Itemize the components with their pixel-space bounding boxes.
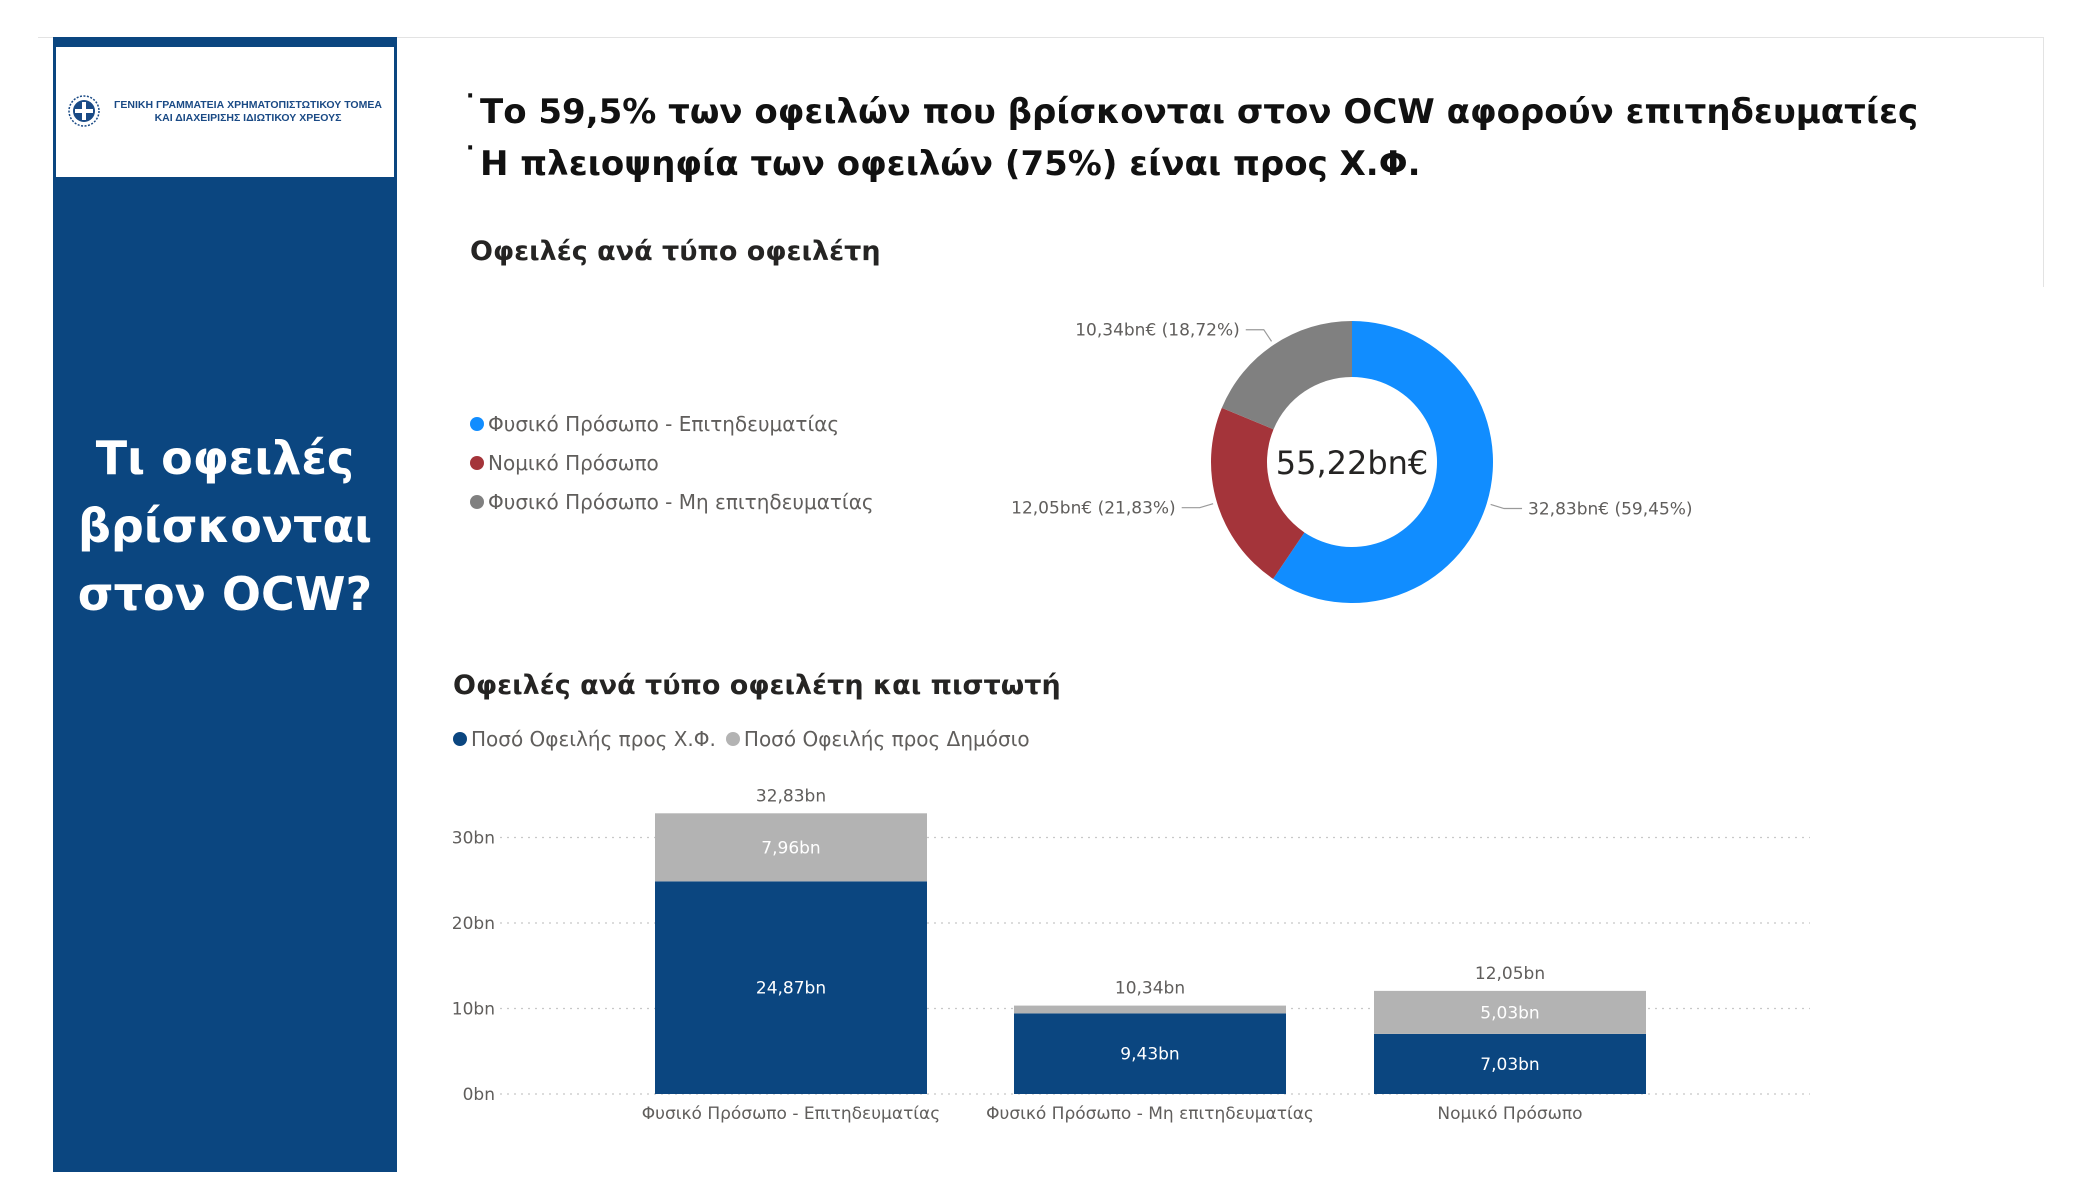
bar-segment (1374, 990, 1646, 1034)
donut-slice (1273, 321, 1493, 604)
logo-text: ΓΕΝΙΚΗ ΓΡΑΜΜΑΤΕΙΑ ΧΡΗΜΑΤΟΠΙΣΤΩΤΙΚΟΥ ΤΟΜΕ… (106, 99, 390, 125)
y-tick-label: 10bn (452, 1000, 495, 1020)
donut-chart: 32,83bn€ (59,45%) 12,05bn€ (21,83%) 10,34b… (1011, 321, 1693, 604)
logo-line-1: ΓΕΝΙΚΗ ΓΡΑΜΜΑΤΕΙΑ ΧΡΗΜΑΤΟΠΙΣΤΩΤΙΚΟΥ ΤΟΜΕ… (114, 99, 382, 111)
sidebar-title-line: Τι οφειλές (95, 431, 355, 485)
donut-data-label: 32,83bn€ (59,45%) (1528, 500, 1693, 520)
sidebar-panel (53, 37, 397, 1172)
y-tick-label: 30bn (452, 829, 495, 849)
bar-total-label: 32,83bn (756, 786, 826, 806)
bar-legend: Ποσό Οφειλής προς Χ.Φ. Ποσό Οφειλής προς … (453, 726, 1030, 752)
legend-swatch (470, 455, 484, 470)
bar-data-label: 7,96bn (761, 838, 820, 858)
bar-data-label: 24,87bn (756, 979, 826, 999)
donut-slice (1211, 407, 1305, 579)
bar-segment (1014, 1005, 1286, 1014)
legend-label: Ποσό Οφειλής προς Δημόσιο (743, 727, 1030, 751)
legend-label: Ποσό Οφειλής προς Χ.Φ. (471, 727, 716, 751)
bar-segment (1374, 1033, 1646, 1094)
donut-leader-line (1181, 503, 1214, 509)
donut-center-label: 55,22bn€ (1276, 444, 1429, 482)
legend-swatch (725, 731, 740, 746)
donut-data-label: 12,05bn€ (21,83%) (1011, 499, 1176, 519)
donut-chart-title: Οφειλές ανά τύπο οφειλέτη (470, 236, 881, 267)
donut-leader-line (1490, 503, 1523, 510)
sidebar-title: Τι οφειλές βρίσκονται στον OCW? (53, 424, 397, 628)
donut-slice (1221, 321, 1352, 430)
headline-text: Η πλειοψηφία των οφειλών (75%) είναι προ… (480, 144, 1421, 184)
greek-emblem-icon (68, 95, 100, 127)
donut-leader-line (1245, 329, 1273, 342)
bar-data-label: 9,43bn (1120, 1045, 1179, 1065)
legend-swatch (470, 416, 484, 431)
donut-legend-item[interactable]: Φυσικό Πρόσωπο - Επιτηδευματίας (470, 411, 839, 437)
legend-label: Φυσικό Πρόσωπο - Επιτηδευματίας (488, 412, 840, 436)
x-tick-label: Φυσικό Πρόσωπο - Επιτηδευματίας (642, 1104, 941, 1124)
bar-data-label: 5,03bn (1480, 1003, 1539, 1023)
bar-legend-item[interactable]: Ποσό Οφειλής προς Δημόσιο (725, 727, 1030, 751)
stacked-bar-chart: 0bn 10bn 20bn 30bn 24,87bn 7,96bn 32,83bn Φυσικ… (452, 786, 1810, 1124)
sidebar-title-line: στον OCW? (77, 567, 373, 621)
legend-label: Νομικό Πρόσωπο (488, 451, 659, 475)
report-frame (38, 37, 2044, 287)
logo: ΓΕΝΙΚΗ ΓΡΑΜΜΑΤΕΙΑ ΧΡΗΜΑΤΟΠΙΣΤΩΤΙΚΟΥ ΤΟΜΕ… (56, 47, 394, 177)
sidebar-title-line: βρίσκονται (77, 499, 373, 553)
legend-swatch (470, 494, 484, 509)
bar-data-label: 7,03bn (1480, 1055, 1539, 1075)
bar-segment (655, 813, 927, 882)
x-tick-label: Νομικό Πρόσωπο (1437, 1104, 1582, 1124)
x-tick-label: Φυσικό Πρόσωπο - Μη επιτηδευματίας (986, 1104, 1314, 1124)
legend-swatch (453, 731, 467, 746)
logo-line-2: ΚΑΙ ΔΙΑΧΕΙΡΙΣΗΣ ΙΔΙΩΤΙΚΟΥ ΧΡΕΟΥΣ (154, 112, 342, 124)
donut-data-label: 10,34bn€ (18,72%) (1075, 321, 1240, 341)
bar-chart-title: Οφειλές ανά τύπο οφειλέτη και πιστωτή (453, 670, 1061, 701)
headline-text: Το 59,5% των οφειλών που βρίσκονται στον… (480, 92, 1919, 132)
donut-legend-item[interactable]: Φυσικό Πρόσωπο - Μη επιτηδευματίας (470, 489, 874, 515)
y-tick-label: 20bn (452, 914, 495, 934)
bar-segment (1014, 1013, 1286, 1094)
bar-total-label: 10,34bn (1115, 979, 1185, 999)
bar-total-label: 12,05bn (1475, 964, 1545, 984)
bar-segment (655, 881, 927, 1094)
bar-legend-item[interactable]: Ποσό Οφειλής προς Χ.Φ. (453, 727, 716, 751)
legend-label: Φυσικό Πρόσωπο - Μη επιτηδευματίας (488, 490, 874, 514)
y-tick-label: 0bn (463, 1085, 495, 1105)
donut-legend-item[interactable]: Νομικό Πρόσωπο (470, 450, 659, 476)
